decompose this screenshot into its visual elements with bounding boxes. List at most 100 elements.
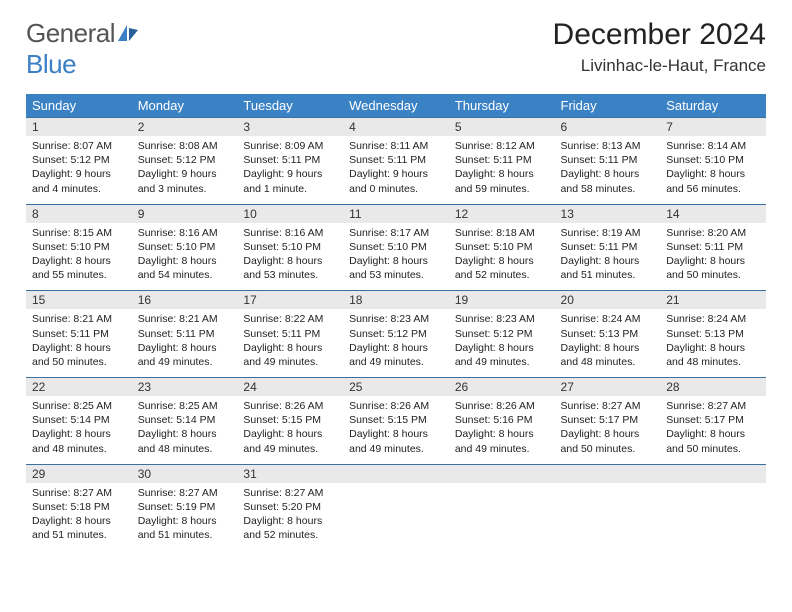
day-number-cell: 18 <box>343 291 449 310</box>
daylight-text: Daylight: 8 hours and 52 minutes. <box>243 514 337 542</box>
sunset-text: Sunset: 5:12 PM <box>32 153 126 167</box>
sunrise-text: Sunrise: 8:27 AM <box>243 486 337 500</box>
daylight-text: Daylight: 8 hours and 49 minutes. <box>349 341 443 369</box>
day-detail-cell: Sunrise: 8:15 AMSunset: 5:10 PMDaylight:… <box>26 223 132 291</box>
day-number-cell: 16 <box>132 291 238 310</box>
sunset-text: Sunset: 5:10 PM <box>666 153 760 167</box>
day-detail-cell: Sunrise: 8:08 AMSunset: 5:12 PMDaylight:… <box>132 136 238 204</box>
sunset-text: Sunset: 5:11 PM <box>561 153 655 167</box>
sunrise-text: Sunrise: 8:22 AM <box>243 312 337 326</box>
day-detail-cell: Sunrise: 8:27 AMSunset: 5:19 PMDaylight:… <box>132 483 238 551</box>
daylight-text: Daylight: 8 hours and 48 minutes. <box>32 427 126 455</box>
daylight-text: Daylight: 8 hours and 48 minutes. <box>138 427 232 455</box>
sunset-text: Sunset: 5:10 PM <box>455 240 549 254</box>
day-detail-cell: Sunrise: 8:07 AMSunset: 5:12 PMDaylight:… <box>26 136 132 204</box>
day-detail-row: Sunrise: 8:27 AM Sunset: 5:18 PM Daylight:… <box>26 483 766 551</box>
day-detail-cell: Sunrise: 8:24 AMSunset: 5:13 PMDaylight:… <box>555 309 661 377</box>
day-number-cell <box>449 464 555 483</box>
sunrise-text: Sunrise: 8:07 AM <box>32 139 126 153</box>
day-number-row: 15161718192021 <box>26 291 766 310</box>
day-detail-cell <box>660 483 766 551</box>
day-number-cell: 2 <box>132 118 238 137</box>
daylight-text: Daylight: 8 hours and 50 minutes. <box>666 254 760 282</box>
sunset-text: Sunset: 5:10 PM <box>138 240 232 254</box>
logo-text-general: General <box>26 18 115 48</box>
sunrise-text: Sunrise: 8:23 AM <box>349 312 443 326</box>
sunset-text: Sunset: 5:15 PM <box>349 413 443 427</box>
day-number-row: 1234567 <box>26 118 766 137</box>
day-detail-cell: Sunrise: 8:21 AMSunset: 5:11 PMDaylight:… <box>132 309 238 377</box>
day-number-cell: 27 <box>555 378 661 397</box>
day-detail-cell: Sunrise: 8:23 AMSunset: 5:12 PMDaylight:… <box>343 309 449 377</box>
day-number-cell: 3 <box>237 118 343 137</box>
sunrise-text: Sunrise: 8:25 AM <box>32 399 126 413</box>
day-detail-cell: Sunrise: 8:27 AMSunset: 5:20 PMDaylight:… <box>237 483 343 551</box>
daylight-text: Daylight: 8 hours and 49 minutes. <box>455 427 549 455</box>
day-number-cell: 14 <box>660 204 766 223</box>
day-number-cell: 11 <box>343 204 449 223</box>
sunrise-text: Sunrise: 8:08 AM <box>138 139 232 153</box>
sunset-text: Sunset: 5:17 PM <box>561 413 655 427</box>
sunset-text: Sunset: 5:19 PM <box>138 500 232 514</box>
title-block: December 2024 Livinhac-le-Haut, France <box>553 18 766 76</box>
sunrise-text: Sunrise: 8:21 AM <box>138 312 232 326</box>
day-detail-cell: Sunrise: 8:27 AMSunset: 5:18 PMDaylight:… <box>26 483 132 551</box>
sunrise-text: Sunrise: 8:19 AM <box>561 226 655 240</box>
day-number-cell <box>343 464 449 483</box>
day-number-cell <box>660 464 766 483</box>
sunset-text: Sunset: 5:11 PM <box>349 153 443 167</box>
sunset-text: Sunset: 5:12 PM <box>349 327 443 341</box>
daylight-text: Daylight: 9 hours and 4 minutes. <box>32 167 126 195</box>
sunset-text: Sunset: 5:11 PM <box>243 153 337 167</box>
day-number-cell: 6 <box>555 118 661 137</box>
sunset-text: Sunset: 5:20 PM <box>243 500 337 514</box>
sunset-text: Sunset: 5:13 PM <box>666 327 760 341</box>
logo-text-blue: Blue <box>26 49 76 79</box>
day-number-cell: 31 <box>237 464 343 483</box>
sunrise-text: Sunrise: 8:20 AM <box>666 226 760 240</box>
day-number-cell: 29 <box>26 464 132 483</box>
daylight-text: Daylight: 8 hours and 49 minutes. <box>349 427 443 455</box>
sunrise-text: Sunrise: 8:26 AM <box>455 399 549 413</box>
day-header: Monday <box>132 94 238 118</box>
day-header: Sunday <box>26 94 132 118</box>
day-detail-row: Sunrise: 8:15 AMSunset: 5:10 PMDaylight:… <box>26 223 766 291</box>
daylight-text: Daylight: 8 hours and 49 minutes. <box>455 341 549 369</box>
day-header: Friday <box>555 94 661 118</box>
day-detail-cell: Sunrise: 8:26 AMSunset: 5:15 PMDaylight:… <box>343 396 449 464</box>
day-detail-row: Sunrise: 8:21 AMSunset: 5:11 PMDaylight:… <box>26 309 766 377</box>
sunrise-text: Sunrise: 8:26 AM <box>349 399 443 413</box>
day-number-cell: 17 <box>237 291 343 310</box>
sunrise-text: Sunrise: 8:14 AM <box>666 139 760 153</box>
location: Livinhac-le-Haut, France <box>553 56 766 76</box>
day-detail-cell: Sunrise: 8:17 AMSunset: 5:10 PMDaylight:… <box>343 223 449 291</box>
day-number-cell: 1 <box>26 118 132 137</box>
day-detail-cell <box>449 483 555 551</box>
day-header: Thursday <box>449 94 555 118</box>
day-detail-cell: Sunrise: 8:27 AMSunset: 5:17 PMDaylight:… <box>555 396 661 464</box>
day-number-cell: 20 <box>555 291 661 310</box>
daylight-text: Daylight: 8 hours and 54 minutes. <box>138 254 232 282</box>
day-number-cell <box>555 464 661 483</box>
sunrise-text: Sunrise: 8:16 AM <box>138 226 232 240</box>
sunset-text: Sunset: 5:11 PM <box>455 153 549 167</box>
day-detail-cell: Sunrise: 8:11 AMSunset: 5:11 PMDaylight:… <box>343 136 449 204</box>
daylight-text: Daylight: 8 hours and 48 minutes. <box>666 341 760 369</box>
daylight-text: Daylight: 8 hours and 51 minutes. <box>138 514 232 542</box>
sunset-text: Sunset: 5:11 PM <box>138 327 232 341</box>
sunset-text: Sunset: 5:18 PM <box>32 500 126 514</box>
day-number-cell: 9 <box>132 204 238 223</box>
day-number-row: 22232425262728 <box>26 378 766 397</box>
sunrise-text: Sunrise: 8:27 AM <box>666 399 760 413</box>
day-number-cell: 21 <box>660 291 766 310</box>
daylight-text: Daylight: 9 hours and 0 minutes. <box>349 167 443 195</box>
daylight-text: Daylight: 8 hours and 58 minutes. <box>561 167 655 195</box>
sunrise-text: Sunrise: 8:15 AM <box>32 226 126 240</box>
day-header: Wednesday <box>343 94 449 118</box>
day-detail-cell: Sunrise: 8:23 AMSunset: 5:12 PMDaylight:… <box>449 309 555 377</box>
sunset-text: Sunset: 5:11 PM <box>243 327 337 341</box>
day-detail-cell: Sunrise: 8:26 AMSunset: 5:15 PMDaylight:… <box>237 396 343 464</box>
day-detail-cell: Sunrise: 8:27 AMSunset: 5:17 PMDaylight:… <box>660 396 766 464</box>
logo-sail-icon <box>117 29 139 46</box>
daylight-text: Daylight: 8 hours and 53 minutes. <box>243 254 337 282</box>
